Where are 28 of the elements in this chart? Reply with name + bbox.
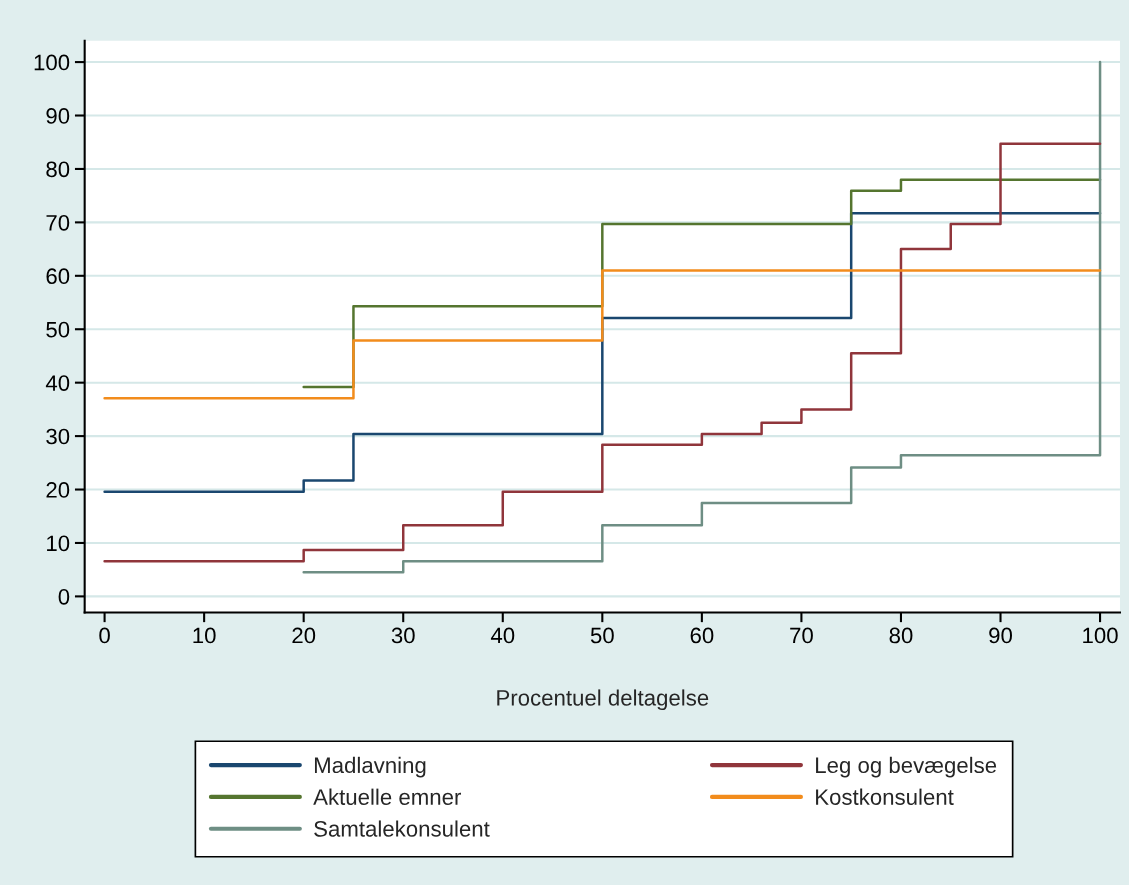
legend-label: Madlavning: [314, 756, 426, 778]
x-tick-label: 90: [989, 627, 1012, 644]
y-tick-label: 80: [46, 161, 70, 178]
x-tick-label: 40: [490, 627, 515, 644]
x-tick-label: 30: [391, 627, 415, 644]
x-tick-label: 50: [590, 627, 614, 644]
x-tick-label: 80: [889, 627, 913, 644]
x-tick-label: 10: [193, 627, 216, 644]
y-tick-label: 70: [46, 214, 70, 231]
x-tick-label: 70: [790, 627, 813, 644]
y-tick-label: 40: [45, 375, 70, 391]
legend-label: Aktuelle emner: [313, 788, 462, 805]
x-axis-title: Procentuel deltagelse: [497, 689, 709, 711]
x-tick-label: 20: [292, 627, 316, 644]
y-tick-label: 90: [46, 108, 70, 124]
y-tick-label: 60: [46, 268, 70, 285]
legend-label: Kostkonsulent: [816, 788, 954, 805]
x-tick-label: 100: [1083, 627, 1118, 644]
legend-label: Leg og bevægelse: [816, 756, 997, 778]
y-tick-label: 20: [46, 482, 70, 498]
y-tick-label: 10: [47, 535, 70, 552]
y-tick-label: 50: [46, 321, 70, 338]
legend-label: Samtalekonsulent: [314, 820, 490, 837]
x-tick-label: 0: [99, 627, 110, 644]
x-tick-label: 60: [690, 627, 714, 644]
y-tick-label: 0: [58, 588, 70, 605]
y-tick-label: 30: [46, 428, 70, 445]
y-tick-label: 100: [34, 54, 70, 71]
